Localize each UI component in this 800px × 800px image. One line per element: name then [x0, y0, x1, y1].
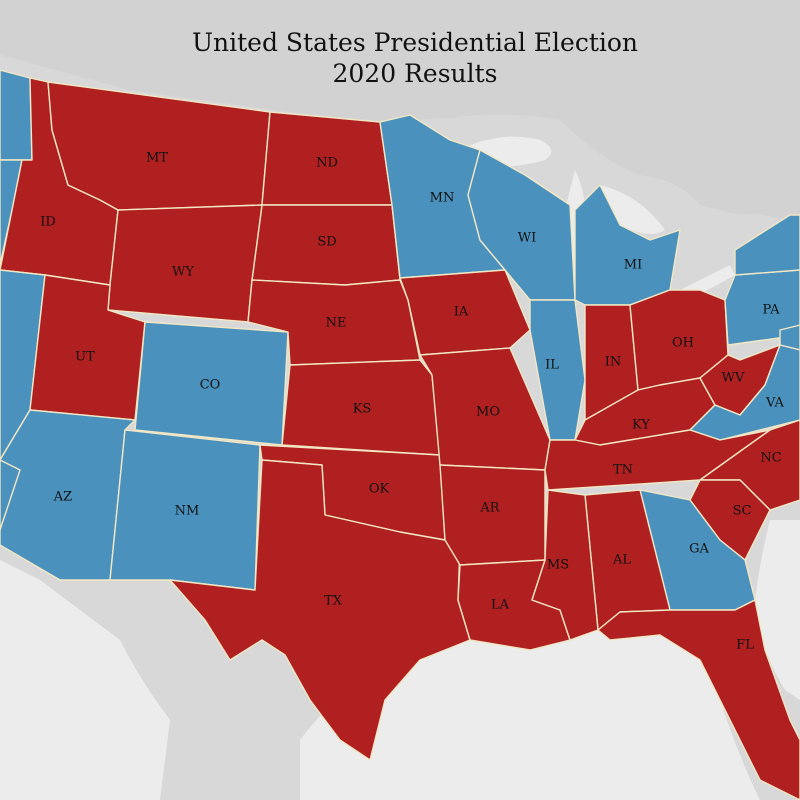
state-ny [734, 214, 800, 276]
label-sd: SD [317, 235, 336, 250]
label-ut: UT [75, 350, 95, 365]
state-fl [597, 599, 800, 800]
state-va [689, 344, 800, 441]
label-ar: AR [479, 501, 500, 516]
label-oh: OH [672, 336, 694, 351]
canada-land [0, 0, 800, 230]
label-mo: MO [476, 405, 500, 420]
label-in: IN [605, 355, 622, 370]
label-nm: NM [175, 504, 200, 519]
label-la: LA [491, 598, 510, 613]
state-tx [169, 459, 471, 761]
map-title-line1: United States Presidential Election [192, 28, 638, 57]
state-az [0, 409, 136, 581]
label-ms: MS [547, 558, 569, 573]
state-ca [0, 459, 21, 531]
pacific-ocean [0, 560, 170, 800]
label-mn: MN [430, 191, 455, 206]
label-wy: WY [172, 265, 194, 280]
label-sc: SC [733, 504, 752, 519]
label-ks: KS [353, 402, 372, 417]
label-fl: FL [736, 638, 754, 653]
label-ia: IA [454, 305, 469, 320]
state-wa [0, 69, 33, 161]
label-wv: WV [722, 371, 745, 386]
state-mi [574, 184, 681, 306]
state-md [779, 324, 800, 351]
label-az: AZ [53, 490, 72, 505]
atlantic-ocean [755, 520, 800, 700]
label-ky: KY [632, 418, 650, 433]
great-lakes [460, 136, 785, 310]
label-tn: TN [613, 463, 633, 478]
label-pa: PA [763, 303, 781, 318]
label-ga: GA [689, 542, 709, 557]
label-co: CO [200, 378, 221, 393]
label-mt: MT [146, 151, 168, 166]
state-ms [531, 489, 599, 641]
state-pa [724, 269, 800, 346]
label-al: AL [612, 553, 631, 568]
label-mi: MI [624, 258, 642, 273]
label-tx: TX [324, 594, 343, 609]
state-wy [107, 204, 263, 323]
map-title-line2: 2020 Results [333, 59, 498, 88]
label-nd: ND [316, 156, 338, 171]
label-il: IL [545, 358, 559, 373]
label-wi: WI [518, 231, 537, 246]
label-ok: OK [369, 482, 390, 497]
label-ne: NE [326, 316, 347, 331]
label-va: VA [765, 396, 785, 411]
label-id: ID [40, 215, 56, 230]
state-tn [544, 429, 771, 491]
label-nc: NC [760, 451, 781, 466]
